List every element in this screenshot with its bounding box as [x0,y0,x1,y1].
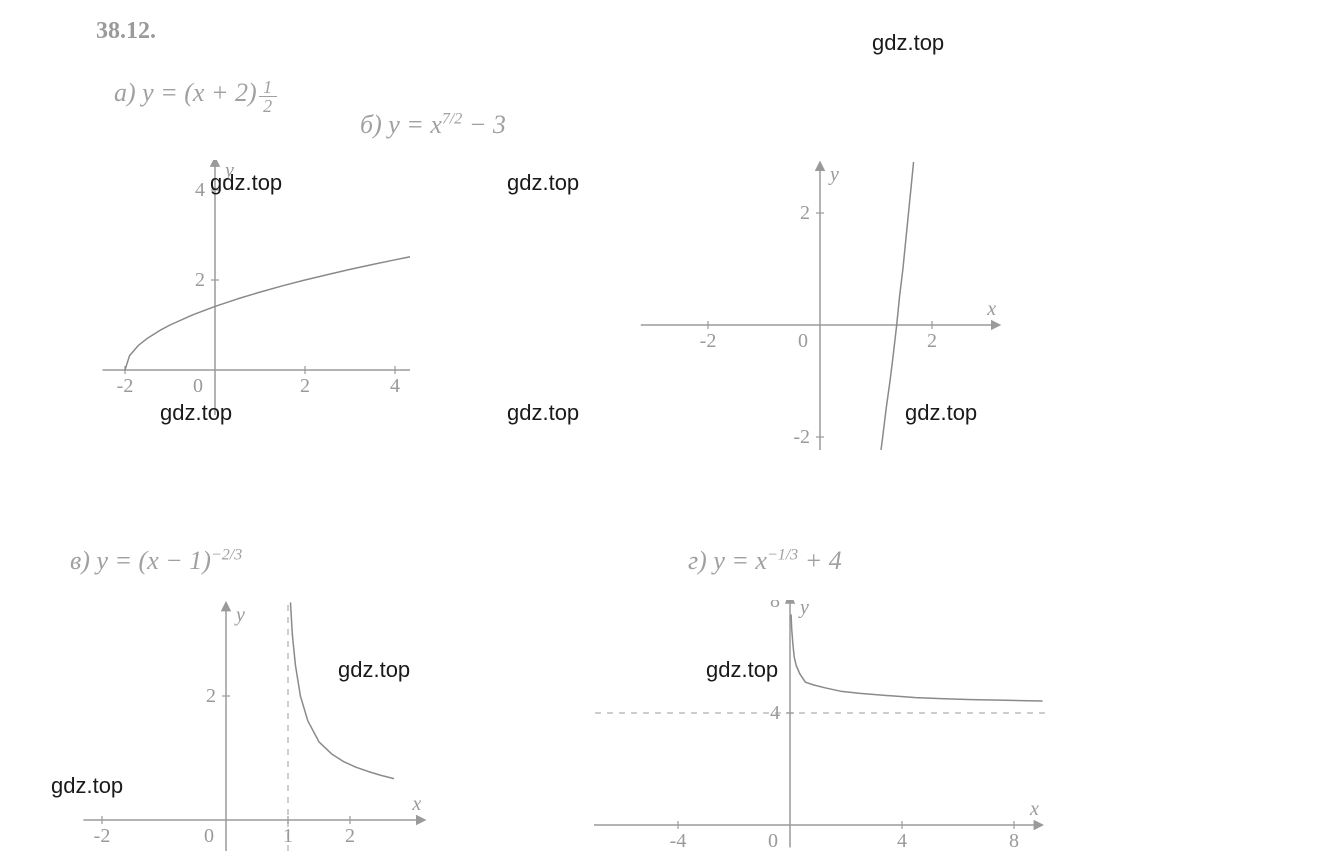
formula-c-sup: −2/3 [211,546,242,563]
formula-b: б) y = x7/2 − 3 [360,110,506,140]
watermark: gdz.top [507,400,579,426]
svg-text:-2: -2 [117,375,134,397]
svg-text:4: 4 [770,702,780,724]
svg-text:-2: -2 [94,825,111,847]
formula-b-sup: 7/2 [442,110,462,127]
svg-text:y: y [828,164,839,186]
chart-c: -2 0 1 2 2 x y [76,600,436,860]
watermark: gdz.top [160,400,232,426]
svg-text:4: 4 [195,179,205,201]
formula-c: в) y = (x − 1)−2/3 [70,546,242,576]
svg-text:x: x [986,298,996,320]
svg-text:y: y [234,604,245,626]
formula-b-prefix: б) [360,110,388,139]
svg-text:-2: -2 [700,330,717,352]
formula-c-body: y = (x − 1) [96,546,211,575]
svg-text:-2: -2 [793,426,810,448]
formula-a-fraction: 1 2 [259,78,277,115]
formula-d-body: y = x [713,546,767,575]
formula-a-body: y = (x + 2) [142,78,257,107]
formula-d-sup: −1/3 [767,546,798,563]
formula-b-tail: − 3 [462,110,506,139]
svg-text:4: 4 [390,375,400,397]
chart-a: -202424xy [80,160,410,430]
formula-a-prefix: а) [114,78,142,107]
svg-text:0: 0 [193,375,203,397]
watermark: gdz.top [210,170,282,196]
svg-text:2: 2 [206,685,216,707]
watermark: gdz.top [872,30,944,56]
svg-text:-4: -4 [670,830,687,852]
chart-d: -404848xy [590,600,1050,860]
svg-text:8: 8 [1009,830,1019,852]
formula-a: а) y = (x + 2) 1 2 [114,78,277,115]
svg-text:8: 8 [770,600,780,612]
svg-text:x: x [411,793,421,815]
formula-d-prefix: г) [688,546,713,575]
formula-d-tail: + 4 [798,546,842,575]
svg-text:2: 2 [800,202,810,224]
watermark: gdz.top [905,400,977,426]
svg-text:x: x [1029,798,1039,820]
formula-b-body: y = x [388,110,442,139]
svg-text:1: 1 [283,825,293,847]
svg-text:2: 2 [927,330,937,352]
formula-d: г) y = x−1/3 + 4 [688,546,842,576]
svg-text:2: 2 [300,375,310,397]
watermark: gdz.top [51,773,123,799]
watermark: gdz.top [338,657,410,683]
page-title: 38.12. [96,18,156,45]
svg-text:y: y [798,600,809,618]
svg-text:0: 0 [798,330,808,352]
svg-text:0: 0 [768,830,778,852]
watermark: gdz.top [507,170,579,196]
svg-text:2: 2 [345,825,355,847]
svg-text:0: 0 [204,825,214,847]
svg-text:2: 2 [195,269,205,291]
formula-c-prefix: в) [70,546,96,575]
watermark: gdz.top [706,657,778,683]
svg-text:4: 4 [897,830,907,852]
